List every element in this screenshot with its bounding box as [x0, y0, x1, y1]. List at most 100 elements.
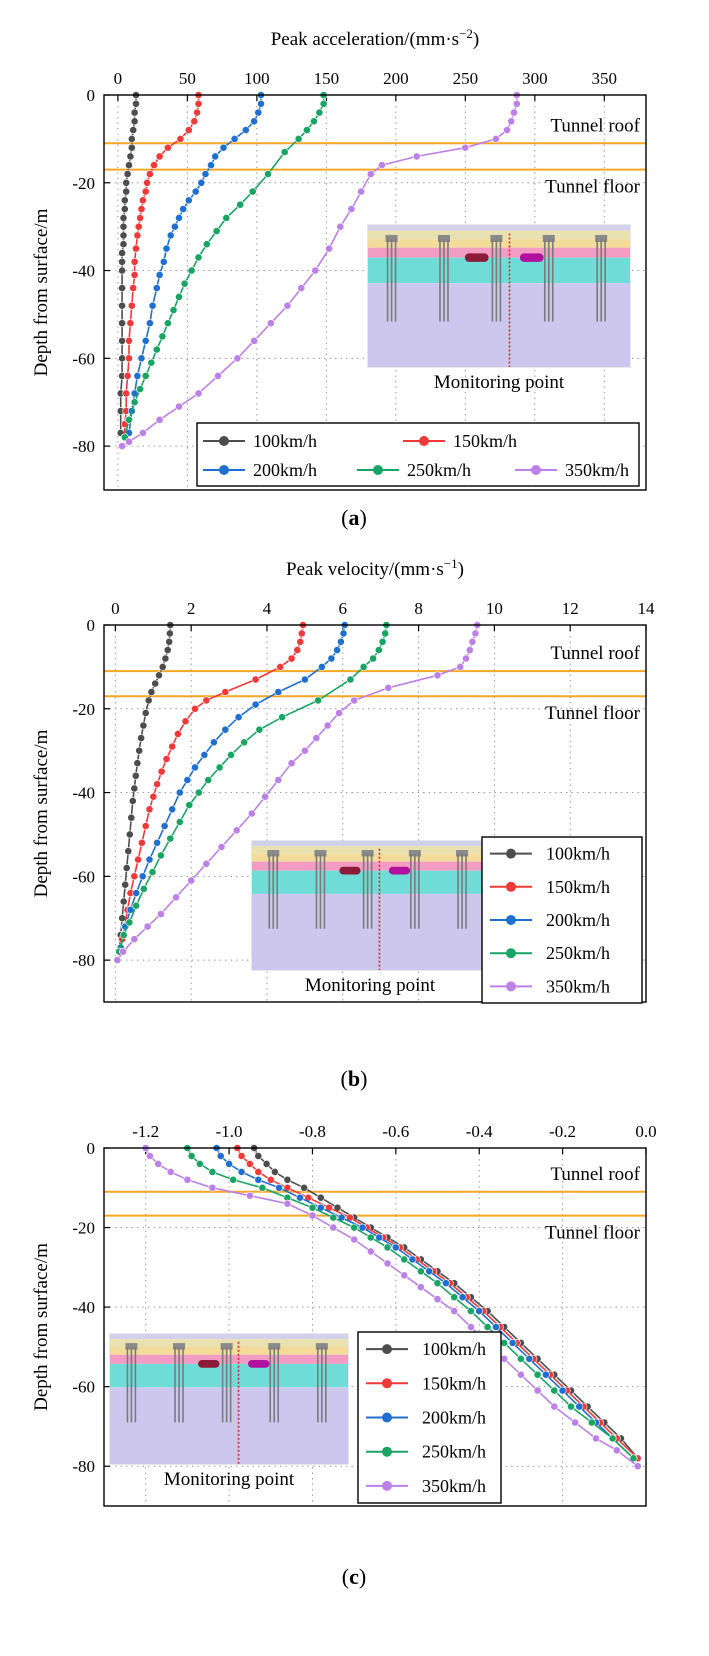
data-point — [466, 1323, 475, 1331]
data-point — [183, 1175, 192, 1184]
data-point — [216, 1152, 225, 1160]
data-point — [308, 1211, 317, 1220]
data-point — [254, 1175, 263, 1184]
data-point — [130, 398, 139, 407]
data-point — [156, 910, 165, 918]
data-point — [219, 143, 228, 152]
data-point — [202, 696, 211, 705]
data-point — [550, 1386, 559, 1395]
data-point — [358, 1223, 367, 1232]
legend-label: 250km/h — [407, 460, 471, 480]
data-point — [125, 336, 133, 345]
data-point — [169, 306, 178, 314]
data-point — [141, 336, 150, 345]
y-tick-label: -20 — [72, 174, 95, 193]
data-point — [175, 292, 183, 301]
data-point — [175, 213, 183, 222]
data-point — [297, 629, 306, 638]
y-tick-label: 0 — [87, 616, 96, 635]
data-point — [400, 1255, 409, 1264]
data-point — [172, 893, 180, 902]
data-point — [145, 170, 154, 178]
inset-b-soil-layer — [252, 841, 488, 847]
data-point — [160, 822, 169, 830]
data-point — [222, 213, 231, 222]
data-point — [127, 143, 136, 152]
inset-a-pile-cap — [437, 234, 450, 243]
data-point — [212, 227, 221, 235]
y-axis-title: Depth from surface/m — [31, 729, 52, 897]
legend-label: 100km/h — [253, 431, 317, 451]
legend-label: 150km/h — [453, 431, 517, 451]
tunnel-floor-label: Tunnel floor — [545, 1223, 641, 1244]
plot-frame-b — [103, 624, 647, 1003]
data-point — [510, 108, 518, 117]
legend-swatch-marker — [219, 436, 229, 446]
data-point — [217, 843, 226, 851]
data-point — [333, 646, 341, 654]
data-point — [127, 813, 136, 822]
data-point — [323, 721, 332, 730]
data-point — [608, 1434, 617, 1443]
data-point — [592, 1434, 600, 1443]
inset-c-tunnel-left — [198, 1360, 220, 1368]
data-point — [461, 143, 470, 152]
data-point — [126, 319, 135, 328]
legend-swatch-marker — [531, 465, 541, 475]
data-point — [125, 918, 134, 927]
data-point — [120, 205, 129, 213]
data-point — [633, 1462, 642, 1471]
data-point — [221, 688, 230, 696]
tunnel-roof-label: Tunnel roof — [550, 643, 640, 664]
data-point — [119, 213, 128, 222]
inset-c-pile-cap — [125, 1343, 138, 1350]
data-point — [159, 257, 168, 266]
data-point — [132, 901, 141, 910]
data-point — [118, 301, 126, 310]
data-point — [359, 663, 368, 671]
data-point — [119, 240, 128, 249]
data-point — [129, 126, 138, 135]
data-point — [120, 196, 129, 205]
data-point — [302, 126, 311, 135]
legend-swatch-marker — [382, 1344, 392, 1355]
data-point — [308, 1203, 317, 1212]
data-point — [441, 1279, 450, 1288]
data-point — [166, 1168, 175, 1176]
legend-swatch-marker — [506, 881, 516, 892]
data-point — [278, 713, 286, 722]
y-tick-label: -80 — [72, 437, 95, 456]
data-point — [241, 126, 250, 135]
data-point — [122, 187, 131, 196]
data-point — [357, 187, 365, 196]
data-point — [139, 884, 148, 893]
data-point — [629, 1454, 638, 1463]
data-point — [293, 646, 302, 654]
data-point — [118, 336, 126, 345]
data-point — [312, 734, 321, 742]
inset-b-tunnel-left — [339, 866, 361, 875]
data-point — [131, 771, 140, 780]
data-point — [525, 1354, 534, 1363]
data-point — [166, 834, 175, 843]
legend-label: 200km/h — [546, 910, 610, 930]
data-point — [247, 809, 256, 818]
data-point — [137, 205, 146, 213]
y-tick-label: -80 — [72, 1457, 95, 1476]
data-point — [162, 755, 171, 763]
data-point — [325, 244, 333, 253]
data-point — [575, 1402, 584, 1411]
legend-swatch-marker — [382, 1378, 392, 1389]
data-point — [503, 126, 511, 135]
data-point — [163, 646, 172, 654]
data-point — [118, 354, 126, 363]
y-tick-label: -40 — [72, 262, 95, 281]
data-point — [491, 134, 500, 143]
data-point — [175, 788, 184, 797]
data-point — [149, 792, 158, 801]
data-point — [296, 1193, 304, 1202]
inset-b-tunnel-right — [388, 866, 411, 875]
data-point — [191, 187, 200, 196]
data-point — [118, 249, 126, 257]
data-point — [181, 717, 190, 726]
